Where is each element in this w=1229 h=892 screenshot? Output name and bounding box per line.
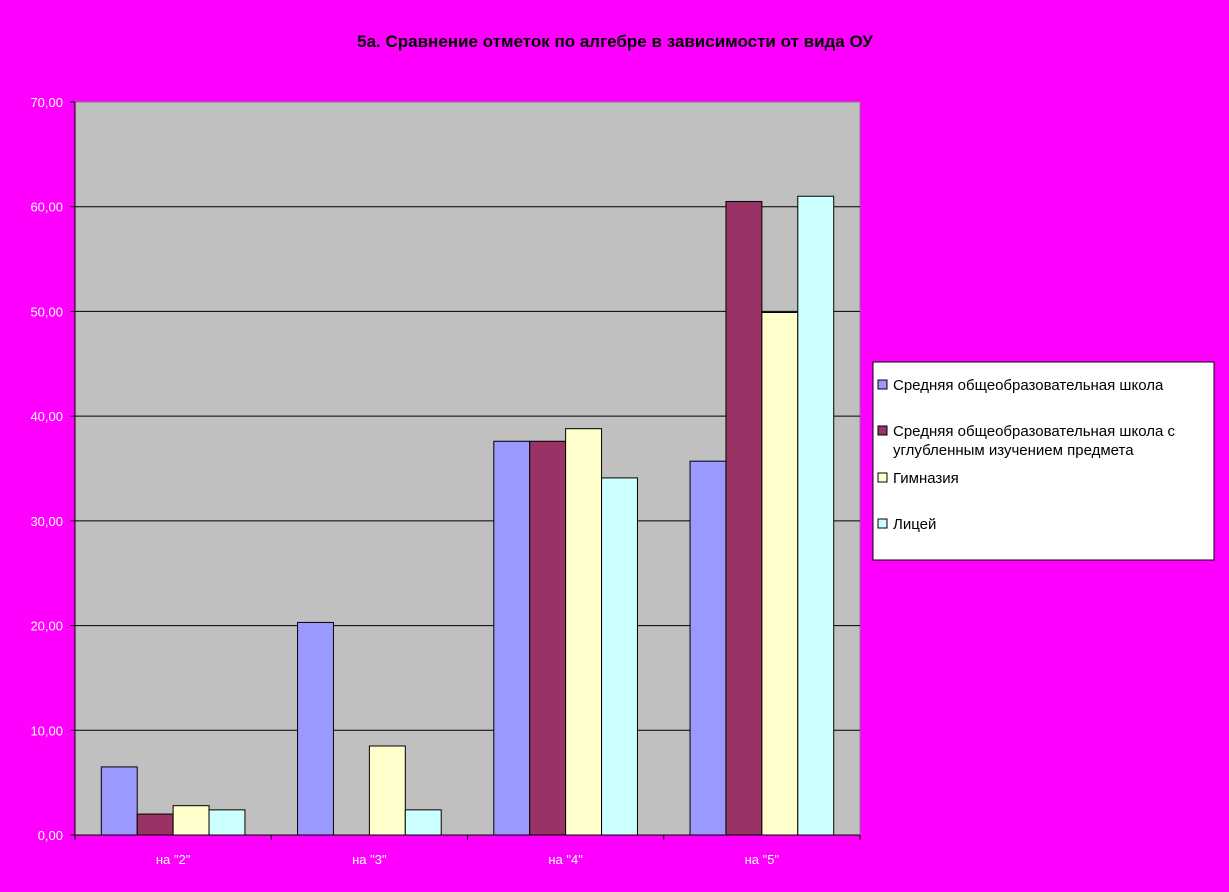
legend-label: Лицей: [893, 516, 936, 533]
legend-label: Средняя общеобразовательная школа: [893, 377, 1164, 394]
y-tick-label: 70,00: [30, 95, 63, 110]
bar: [172, 805, 210, 836]
bar: [297, 621, 334, 836]
bar: [529, 440, 567, 836]
bar: [100, 766, 138, 836]
legend-swatch: [877, 379, 888, 390]
bar: [208, 809, 246, 836]
legend: Средняя общеобразовательная школа Средняя…: [872, 361, 1215, 561]
y-tick-label: 10,00: [30, 723, 63, 738]
chart-title: 5а. Сравнение отметок по алгебре в завис…: [357, 32, 873, 51]
x-tick-label: на "4": [548, 852, 583, 867]
bar: [565, 428, 603, 836]
axes: 0,00 10,00 20,00 30,00 40,00 50,00 60,00 70,00 н…: [30, 95, 861, 867]
legend-swatch: [877, 472, 888, 483]
x-tick-label: на "3": [352, 852, 387, 867]
bar: [689, 460, 727, 836]
bar: [136, 813, 174, 836]
bar: [493, 440, 531, 836]
legend-swatch: [877, 518, 888, 529]
y-tick-label: 40,00: [30, 409, 63, 424]
bar: [404, 809, 442, 836]
legend-label: Гимназия: [893, 470, 959, 487]
x-tick-label: на "5": [745, 852, 780, 867]
bars: [100, 195, 835, 836]
legend-label: Средняя общеобразовательная школа с: [893, 423, 1175, 440]
legend-swatch: [877, 425, 888, 436]
y-tick-label: 0,00: [38, 828, 63, 843]
y-tick-label: 20,00: [30, 619, 63, 634]
y-tick-label: 30,00: [30, 514, 63, 529]
legend-box: [872, 361, 1215, 561]
x-tick-label: на "2": [156, 852, 191, 867]
y-tick-label: 60,00: [30, 200, 63, 215]
bar: [725, 200, 763, 836]
bar: [601, 477, 638, 836]
legend-label: углубленным изучением предмета: [893, 442, 1134, 459]
bar: [797, 195, 835, 836]
y-tick-label: 50,00: [30, 304, 63, 319]
bar: [368, 745, 406, 836]
bar: [761, 311, 799, 836]
